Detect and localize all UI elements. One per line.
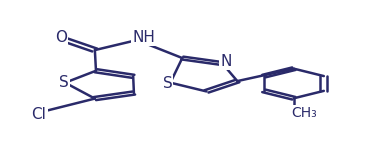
Text: NH: NH: [132, 30, 155, 45]
Text: S: S: [163, 76, 172, 91]
Text: N: N: [221, 54, 232, 69]
Text: Cl: Cl: [32, 107, 46, 121]
Text: S: S: [60, 75, 69, 90]
Text: O: O: [55, 30, 67, 45]
Text: CH₃: CH₃: [291, 106, 317, 120]
